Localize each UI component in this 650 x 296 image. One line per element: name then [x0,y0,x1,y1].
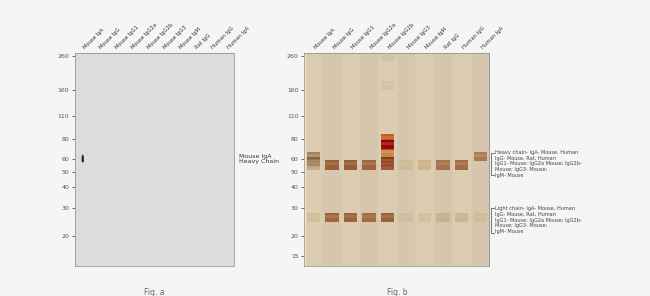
Text: Human IgA: Human IgA [226,26,250,50]
Bar [325,162,339,165]
Bar [455,160,469,170]
Bar [307,162,320,165]
Bar [399,215,413,218]
Bar [344,215,358,218]
Bar [307,160,320,170]
Text: Mouse IgG2a: Mouse IgG2a [131,22,158,50]
Text: Mouse IgG: Mouse IgG [99,27,122,50]
Text: Mouse IgG3: Mouse IgG3 [162,25,188,50]
Bar [381,81,395,91]
Text: Human IgG: Human IgG [210,25,235,50]
Bar [436,160,450,170]
Bar [381,141,395,150]
Bar [381,160,395,170]
Bar [399,213,413,222]
Text: Human IgG: Human IgG [462,25,486,50]
Bar [381,149,395,158]
Bar [381,215,395,218]
Text: Mouse IgA
Heavy Chain: Mouse IgA Heavy Chain [239,154,279,164]
Bar [473,215,487,218]
Text: Mouse IgG2b: Mouse IgG2b [387,22,415,50]
Bar [455,215,469,218]
Text: Mouse IgM: Mouse IgM [424,27,448,50]
Text: Mouse IgA: Mouse IgA [313,27,336,50]
Bar [473,152,487,161]
Bar [325,215,339,218]
Bar [381,157,395,166]
Bar [436,162,450,165]
Text: Human IgA: Human IgA [480,26,504,50]
Bar [307,215,320,218]
Text: Rat IgG: Rat IgG [194,33,211,50]
Bar [455,213,469,222]
Bar [418,160,432,170]
Bar [418,213,432,222]
Bar [455,162,469,165]
Bar [344,162,358,165]
Bar [381,162,395,165]
Bar [362,162,376,165]
Text: Mouse IgG: Mouse IgG [332,27,355,50]
Bar [381,136,395,139]
Text: Heavy chain- IgA- Mouse, Human
IgG- Mouse, Rat, Human
IgG1- Mouse; IgG2a Mouse; : Heavy chain- IgA- Mouse, Human IgG- Mous… [495,150,582,178]
Bar [418,162,432,165]
Bar [381,83,395,86]
Bar [399,160,413,170]
Text: Fig. b: Fig. b [387,288,407,296]
Text: Mouse IgG2b: Mouse IgG2b [146,22,174,50]
Bar [307,213,320,222]
Text: Rat IgG: Rat IgG [443,33,460,50]
Text: Mouse IgG2a: Mouse IgG2a [369,22,396,50]
Text: Fig. a: Fig. a [144,288,164,296]
Text: Mouse IgM: Mouse IgM [178,27,202,50]
Bar [307,152,320,161]
Bar [473,154,487,157]
Bar [399,162,413,165]
Bar [436,213,450,222]
Bar [381,53,395,56]
Bar [381,150,395,153]
Bar [473,213,487,222]
Text: Mouse IgA: Mouse IgA [83,27,105,50]
Bar [381,213,395,222]
Bar [344,213,358,222]
Bar [362,213,376,222]
Bar [436,215,450,218]
Bar [325,213,339,222]
Text: Light chain- IgA- Mouse, Human
IgG- Mouse, Rat, Human
IgG1- Mouse; IgG2a Mouse; : Light chain- IgA- Mouse, Human IgG- Mous… [495,206,582,234]
Bar [344,160,358,170]
Bar [362,215,376,218]
Bar [381,51,395,61]
Text: Mouse IgG1: Mouse IgG1 [350,25,376,50]
Bar [307,154,320,157]
Bar [381,159,395,161]
Bar [307,157,320,166]
Bar [418,215,432,218]
Bar [362,160,376,170]
Bar [381,134,395,144]
Bar [325,160,339,170]
Bar [381,142,395,145]
Text: Mouse IgG3: Mouse IgG3 [406,25,432,50]
Bar [307,159,320,161]
Text: Mouse IgG1: Mouse IgG1 [114,25,140,50]
